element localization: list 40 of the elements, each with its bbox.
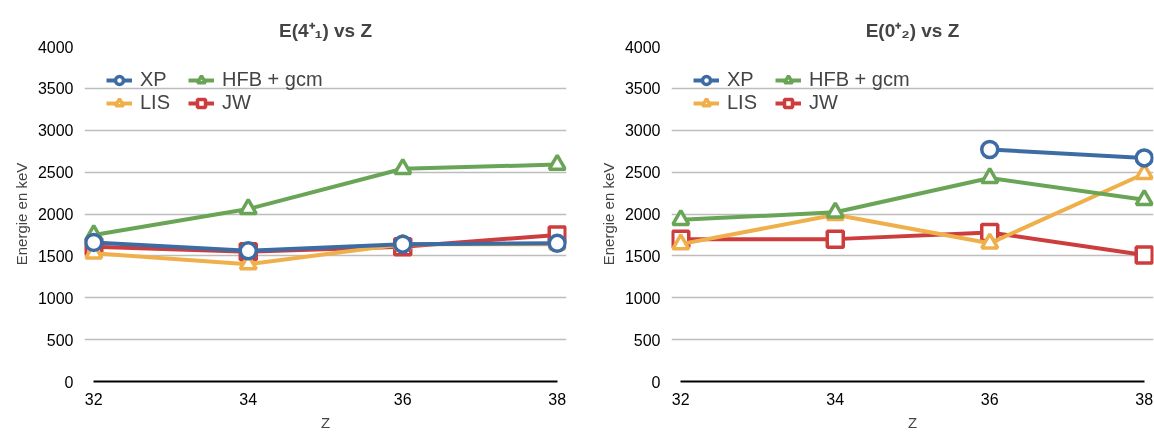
y-axis-title: Energie en keV bbox=[599, 162, 617, 266]
x-axis-title: Z bbox=[907, 413, 918, 431]
y-tick-label: 3500 bbox=[37, 80, 74, 98]
y-tick-label: 3000 bbox=[624, 122, 661, 140]
x-tick-label: 32 bbox=[671, 390, 690, 408]
legend-label: JW bbox=[222, 91, 252, 114]
y-tick-label: 3500 bbox=[624, 80, 661, 98]
y-tick-label: 2000 bbox=[624, 206, 661, 223]
legend-label: JW bbox=[809, 91, 839, 114]
x-tick-label: 38 bbox=[548, 390, 567, 408]
x-tick-label: 36 bbox=[980, 390, 999, 408]
y-tick-label: 4000 bbox=[624, 38, 661, 56]
y-tick-label: 500 bbox=[633, 331, 661, 349]
legend-label: HFB + gcm bbox=[222, 68, 323, 91]
y-tick-label: 4000 bbox=[37, 38, 74, 56]
y-tick-label: 0 bbox=[64, 373, 74, 391]
legend-label: LIS bbox=[140, 91, 172, 114]
y-tick-label: 1000 bbox=[37, 289, 74, 307]
legend-label: HFB + gcm bbox=[809, 68, 910, 91]
y-tick-label: 2500 bbox=[624, 164, 661, 182]
y-tick-label: 500 bbox=[46, 331, 74, 349]
y-tick-label: 1500 bbox=[37, 247, 74, 265]
y-tick-label: 0 bbox=[651, 373, 661, 391]
x-tick-label: 34 bbox=[826, 390, 845, 408]
y-tick-label: 2000 bbox=[37, 206, 74, 223]
y-tick-label: 2500 bbox=[37, 164, 74, 182]
x-tick-label: 38 bbox=[1135, 390, 1154, 408]
y-tick-label: 1500 bbox=[624, 247, 661, 265]
x-tick-label: 34 bbox=[239, 390, 258, 408]
x-tick-label: 32 bbox=[84, 390, 103, 408]
y-tick-label: 3000 bbox=[37, 122, 74, 140]
legend-label: XP bbox=[727, 68, 755, 91]
x-tick-label: 36 bbox=[393, 390, 412, 408]
y-tick-label: 1000 bbox=[624, 289, 661, 307]
legend-label: LIS bbox=[727, 91, 759, 114]
y-axis-title: Energie en keV bbox=[12, 162, 30, 266]
x-axis-title: Z bbox=[320, 413, 331, 431]
legend-label: XP bbox=[140, 68, 168, 91]
chart-title: E(4⁺₁) vs Z bbox=[278, 19, 373, 41]
chart-title: E(0⁺₂) vs Z bbox=[865, 19, 960, 41]
